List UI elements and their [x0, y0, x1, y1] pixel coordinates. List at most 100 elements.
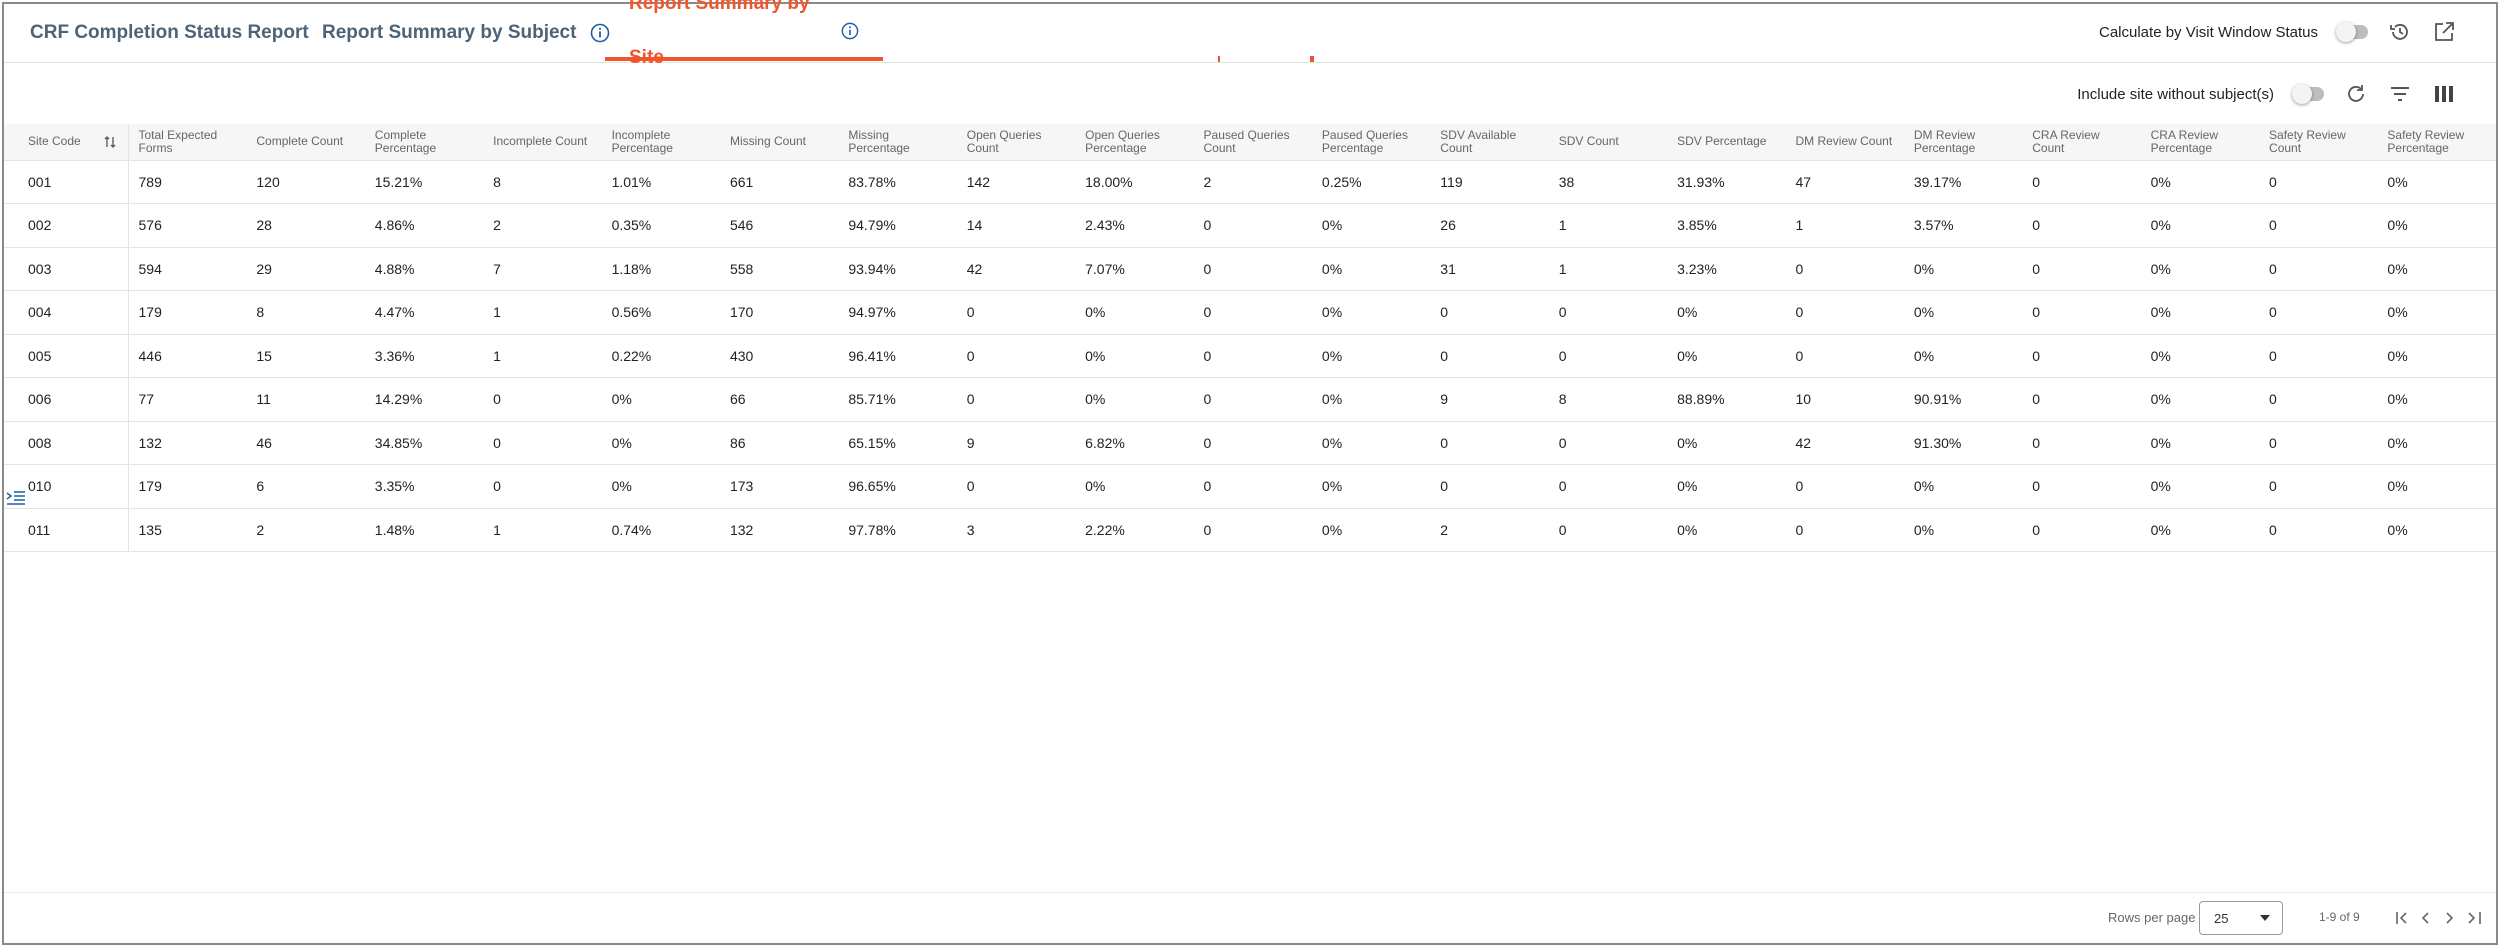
table-cell: 0	[1785, 508, 1904, 552]
table-cell: 0	[2259, 464, 2378, 509]
page-nav	[2396, 912, 2481, 924]
header-label: SDV Available Count	[1440, 127, 1517, 155]
table-cell: 85.71%	[838, 377, 957, 422]
tab[interactable]: Report Summary by Site	[605, 0, 883, 68]
column-header[interactable]: Complete Count	[246, 124, 365, 161]
toggle[interactable]	[2336, 22, 2368, 42]
table-cell: 7.07%	[1075, 247, 1194, 291]
column-header[interactable]: Open Queries Percentage	[1075, 124, 1194, 161]
table-cell: 42	[1785, 421, 1904, 465]
table-cell: 0	[483, 377, 602, 422]
toggle[interactable]	[2292, 84, 2324, 104]
column-header[interactable]: Incomplete Percentage	[601, 124, 720, 161]
refresh-icon[interactable]	[2344, 82, 2368, 106]
column-header[interactable]: CRA Review Count	[2022, 124, 2141, 161]
tab[interactable]: Report Summary by Subject	[298, 4, 634, 61]
header-label: Incomplete Count	[493, 134, 588, 149]
header-label: SDV Percentage	[1677, 134, 1767, 149]
table-cell: 0%	[601, 377, 720, 422]
table-cell: 594	[128, 247, 247, 291]
info-icon[interactable]	[841, 21, 859, 41]
table-cell: 42	[956, 247, 1076, 291]
first-page[interactable]	[2396, 912, 2407, 924]
table-cell: 86	[719, 421, 839, 465]
table-cell: 0%	[1667, 290, 1786, 335]
column-header[interactable]: Missing Count	[719, 124, 839, 161]
page-range: 1-9 of 9	[2319, 910, 2360, 924]
table-cell: 9	[1430, 377, 1549, 422]
table-cell: 3.85%	[1667, 203, 1786, 248]
tab[interactable]: CRF Completion Status Report	[6, 4, 333, 61]
table-cell: 0%	[2377, 290, 2496, 335]
column-header[interactable]: Paused Queries Count	[1193, 124, 1312, 161]
column-header[interactable]: DM Review Percentage	[1903, 124, 2023, 161]
table-cell: 0%	[2140, 160, 2260, 204]
table-cell: 0%	[2377, 421, 2496, 465]
table-cell: 4.86%	[364, 203, 484, 248]
table-cell: 0%	[1311, 290, 1431, 335]
report-table: Site Code Total Expected Forms Complete Co…	[4, 124, 2496, 552]
history-icon[interactable]	[2388, 20, 2412, 44]
column-header[interactable]: SDV Available Count	[1430, 124, 1549, 161]
columns-icon[interactable]	[2432, 82, 2456, 106]
table-cell: 0%	[1075, 290, 1194, 335]
table-cell: 94.79%	[838, 203, 957, 248]
header-label: Missing Percentage	[848, 127, 910, 155]
column-header[interactable]: Site Code	[4, 124, 129, 161]
header-label: Paused Queries Percentage	[1321, 127, 1408, 155]
table-cell: 66	[719, 377, 839, 422]
table-cell: 558	[719, 247, 839, 291]
table-cell: 14.29%	[364, 377, 484, 422]
table-cell: 179	[128, 464, 247, 509]
column-header[interactable]: Complete Percentage	[364, 124, 484, 161]
table-cell: 0	[483, 464, 602, 509]
prev-page[interactable]	[2421, 912, 2429, 924]
column-header[interactable]: Open Queries Count	[956, 124, 1076, 161]
column-header[interactable]: DM Review Count	[1785, 124, 1904, 161]
info-icon[interactable]	[590, 23, 610, 43]
header-label: Complete Count	[256, 134, 344, 149]
column-header[interactable]: Safety Review Count	[2259, 124, 2378, 161]
column-header[interactable]: Missing Percentage	[838, 124, 957, 161]
table-cell: 0	[2022, 290, 2141, 335]
column-header[interactable]: CRA Review Percentage	[2140, 124, 2260, 161]
table-cell: 15	[246, 334, 365, 378]
column-header[interactable]: SDV Count	[1548, 124, 1668, 161]
table-cell: 0.74%	[601, 508, 720, 552]
column-header[interactable]: Incomplete Count	[483, 124, 602, 161]
table-cell: 661	[719, 160, 839, 204]
table-cell: 0	[2259, 508, 2378, 552]
column-header[interactable]: SDV Percentage	[1667, 124, 1786, 161]
last-page[interactable]	[2468, 912, 2481, 924]
table-cell: 97.78%	[838, 508, 957, 552]
sort-icon[interactable]	[104, 135, 116, 149]
table-cell: 3.57%	[1903, 203, 2023, 248]
rows-per-page-select[interactable]: 25	[2199, 901, 2283, 935]
table-cell: 0%	[1903, 290, 2023, 335]
table-cell: 7	[483, 247, 602, 291]
header-label: Complete Percentage	[374, 127, 437, 155]
table-cell: 0%	[601, 421, 720, 465]
column-header[interactable]: Paused Queries Percentage	[1311, 124, 1431, 161]
column-header[interactable]: Safety Review Percentage	[2377, 124, 2496, 161]
table-cell: 0%	[1667, 508, 1786, 552]
table-cell: 430	[719, 334, 839, 378]
marker	[1310, 56, 1314, 62]
column-header[interactable]: Total Expected Forms	[128, 124, 247, 161]
next-page[interactable]	[2446, 912, 2454, 924]
filter-icon[interactable]	[2388, 82, 2412, 106]
expand-panel-icon[interactable]	[6, 490, 26, 506]
export-icon[interactable]	[2432, 20, 2456, 44]
table-cell: 0	[2022, 464, 2141, 509]
table-cell: 446	[128, 334, 247, 378]
table-cell: 0	[1430, 334, 1549, 378]
table-cell: 38	[1548, 160, 1668, 204]
table-cell: 0	[1193, 334, 1312, 378]
table-cell: 94.97%	[838, 290, 957, 335]
table-cell: 132	[128, 421, 247, 465]
table-cell: 119	[1430, 160, 1549, 204]
header-label: Missing Count	[729, 134, 806, 149]
tab-label: Report Summary by Site	[629, 0, 810, 68]
table-cell: 0	[2259, 377, 2378, 422]
